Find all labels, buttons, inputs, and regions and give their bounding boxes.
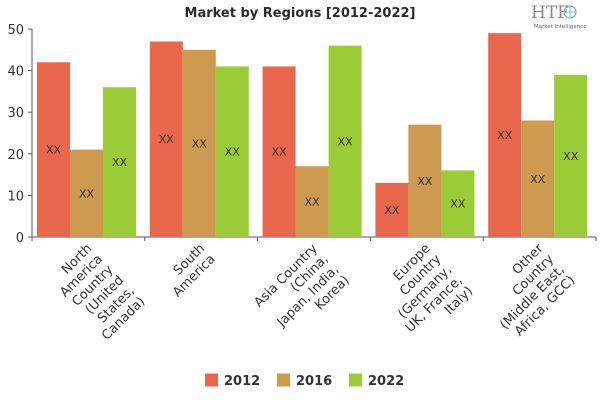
y-tick-label: 0 bbox=[16, 231, 24, 246]
bar-2012-1 bbox=[37, 62, 70, 237]
bar-2022-5 bbox=[554, 74, 588, 237]
globe-grid-icon bbox=[564, 6, 576, 18]
y-tick-label: 40 bbox=[7, 65, 24, 80]
legend-label-2016: 2016 bbox=[296, 374, 332, 389]
bar-2016-1 bbox=[70, 149, 103, 237]
data-label: XX bbox=[305, 196, 321, 209]
data-label: XX bbox=[112, 156, 128, 169]
data-label: XX bbox=[417, 175, 433, 188]
legend-swatch-2016 bbox=[277, 373, 290, 387]
bar-2022-3 bbox=[328, 45, 362, 237]
data-label: XX bbox=[450, 198, 466, 211]
data-label: XX bbox=[192, 137, 208, 150]
data-label: XX bbox=[79, 187, 95, 200]
bar-2016-4 bbox=[408, 124, 442, 237]
legend: 2012 2016 2022 bbox=[205, 373, 404, 389]
htf-logo: HTF Market Intelligence bbox=[531, 3, 587, 30]
data-label: XX bbox=[272, 146, 288, 159]
data-label: XX bbox=[338, 135, 354, 148]
data-label: XX bbox=[497, 129, 513, 142]
bars bbox=[37, 33, 588, 238]
bar-2012-2 bbox=[149, 41, 183, 238]
chart-title: Market by Regions [2012-2022] bbox=[185, 6, 416, 21]
bar-2012-4 bbox=[375, 182, 409, 237]
category-label: Asia Country(China,Japan, India,Korea) bbox=[252, 241, 353, 331]
bar-2012-3 bbox=[262, 66, 296, 237]
data-label: XX bbox=[225, 146, 241, 159]
y-tick-label: 50 bbox=[7, 23, 24, 38]
bar-2016-5 bbox=[521, 120, 555, 237]
bar-2022-1 bbox=[103, 87, 136, 238]
legend-swatch-2022 bbox=[349, 373, 362, 387]
bar-2016-2 bbox=[182, 49, 216, 237]
bar-2022-2 bbox=[215, 66, 249, 237]
data-label: XX bbox=[530, 173, 546, 186]
legend-label-2022: 2022 bbox=[368, 374, 404, 389]
y-tick-label: 20 bbox=[7, 148, 24, 163]
bar-2022-4 bbox=[441, 170, 475, 237]
logo-text: HTF bbox=[531, 3, 569, 23]
data-label: XX bbox=[159, 133, 175, 146]
category-labels: NorthAmericaCountry(UnitedStates,Canada)… bbox=[57, 241, 578, 344]
legend-label-2012: 2012 bbox=[224, 374, 260, 389]
logo-subtitle: Market Intelligence bbox=[534, 24, 587, 30]
data-label: XX bbox=[46, 144, 62, 157]
data-label: XX bbox=[384, 204, 400, 217]
data-label: XX bbox=[563, 150, 579, 163]
y-tick-label: 30 bbox=[7, 106, 24, 121]
data-labels: XX XX XX XX XX XX XX XX XX XX XX XX XX XX XX bbox=[46, 129, 579, 217]
y-tick-label: 10 bbox=[7, 189, 24, 204]
bar-2012-5 bbox=[488, 33, 522, 237]
bar-2016-3 bbox=[295, 166, 329, 237]
legend-swatch-2012 bbox=[205, 373, 218, 387]
